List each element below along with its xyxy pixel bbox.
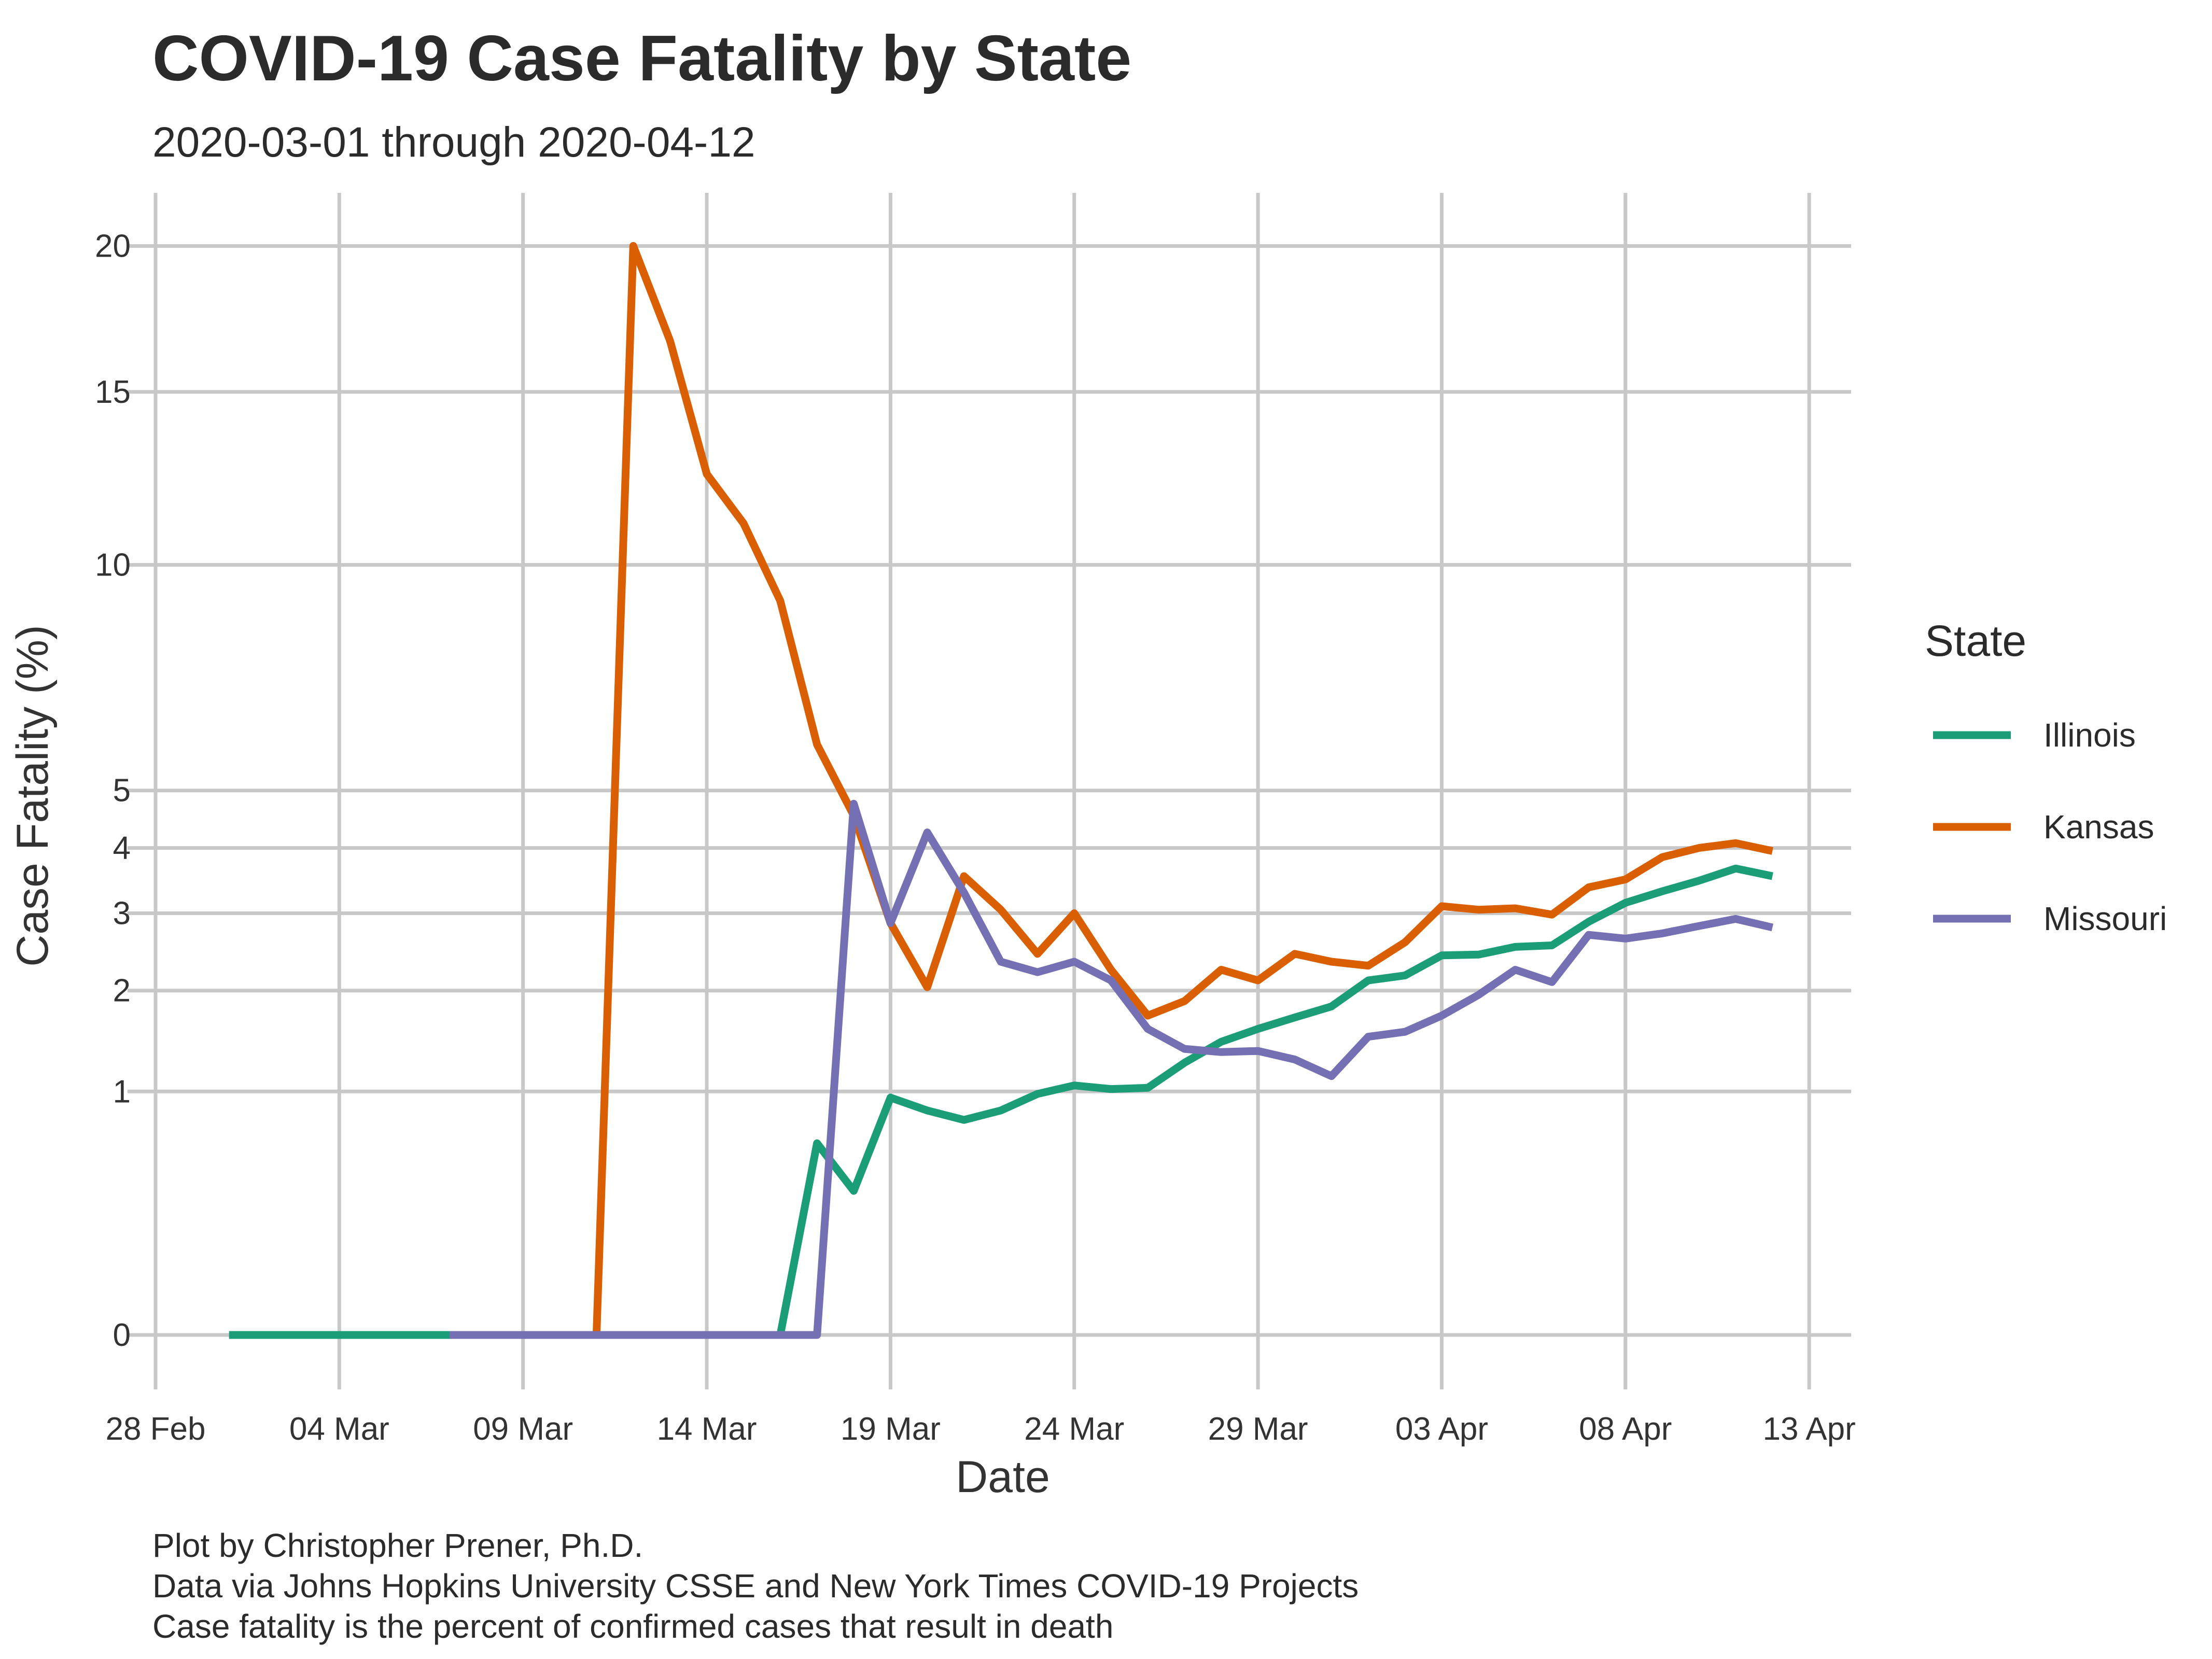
x-tick-label: 08 Apr: [1579, 1411, 1672, 1447]
line-chart: 0 1 2 3 4 5 10 15 20 28 Feb 04 Mar 09 Mar 14 Mar 19 …: [8, 193, 2167, 1502]
y-tick-label: 2: [113, 973, 131, 1009]
caption-line: Plot by Christopher Prener, Ph.D.: [152, 1527, 643, 1564]
legend-label-illinois: Illinois: [2043, 716, 2136, 754]
x-tick-label: 03 Apr: [1395, 1411, 1488, 1447]
y-tick-label: 5: [113, 773, 131, 809]
series-lines: [229, 242, 1774, 1339]
gridlines: [128, 193, 1851, 1389]
x-tick-label: 13 Apr: [1763, 1411, 1856, 1447]
y-axis-title: Case Fatality (%): [8, 625, 58, 967]
y-tick-label: 10: [95, 547, 131, 583]
series-line-kansas: [592, 242, 1773, 1335]
x-tick-label: 19 Mar: [841, 1411, 941, 1447]
series-line-illinois: [229, 864, 1773, 1339]
x-tick-label: 14 Mar: [657, 1411, 757, 1447]
caption: Plot by Christopher Prener, Ph.D. Data v…: [152, 1525, 1359, 1647]
x-tick-label: 28 Feb: [105, 1411, 205, 1447]
y-tick-label: 3: [113, 895, 131, 931]
caption-line: Data via Johns Hopkins University CSSE a…: [152, 1567, 1359, 1605]
legend-label-kansas: Kansas: [2043, 808, 2154, 846]
y-tick-label: 4: [113, 831, 131, 866]
x-tick-label: 09 Mar: [473, 1411, 573, 1447]
y-tick-labels: 0 1 2 3 4 5 10 15 20: [95, 228, 131, 1353]
legend-title: State: [1925, 616, 2026, 665]
y-tick-label: 0: [113, 1317, 131, 1353]
x-tick-labels: 28 Feb 04 Mar 09 Mar 14 Mar 19 Mar 24 Mar 29 M…: [105, 1411, 1855, 1447]
y-tick-label: 15: [95, 374, 131, 410]
x-tick-label: 04 Mar: [289, 1411, 389, 1447]
chart-subtitle: 2020-03-01 through 2020-04-12: [152, 119, 755, 166]
x-tick-label: 29 Mar: [1208, 1411, 1308, 1447]
y-tick-label: 1: [113, 1074, 131, 1109]
legend-label-missouri: Missouri: [2043, 900, 2167, 937]
caption-line: Case fatality is the percent of confirme…: [152, 1608, 1114, 1645]
x-axis-title: Date: [956, 1452, 1050, 1502]
y-tick-label: 20: [95, 228, 131, 264]
x-tick-label: 24 Mar: [1024, 1411, 1124, 1447]
chart-title: COVID-19 Case Fatality by State: [152, 23, 1132, 94]
legend: State Illinois Kansas Missouri: [1925, 616, 2167, 937]
series-line-missouri: [450, 799, 1774, 1339]
